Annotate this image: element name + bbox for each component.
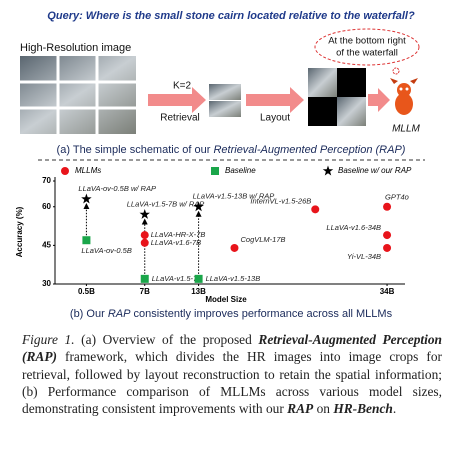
x-tick-label: 7B [140, 287, 150, 296]
x-tick-label: 34B [380, 287, 395, 296]
x-tick-label: 0.5B [78, 287, 95, 296]
point [383, 243, 392, 252]
point-label: LLaVA-HR-X-7B [151, 230, 206, 239]
point [139, 208, 150, 219]
caption-text: RAP [287, 401, 314, 417]
y-axis-label: Accuracy (%) [15, 206, 24, 257]
point-label: LLaVA-v1.6-7B [151, 238, 201, 247]
caption-b: (b) Our RAP consistently improves perfor… [70, 308, 393, 320]
caption-text: (b) Our [70, 308, 108, 320]
point-label: LLaVA-v1.5-7B [152, 274, 202, 283]
point [311, 205, 320, 214]
y-tick-label: 70 [42, 176, 51, 185]
caption-text: (a) Overview of the proposed [74, 332, 259, 347]
point [383, 202, 392, 211]
legend-label: MLLMs [75, 166, 101, 175]
x-tick-label: 13B [191, 287, 206, 296]
crop [209, 84, 241, 100]
point [383, 231, 392, 240]
point [140, 231, 149, 240]
hr-image [20, 56, 136, 134]
query: Query: Where is the small stone cairn lo… [47, 10, 415, 22]
figure-caption: Figure 1. (a) Overview of the proposed R… [22, 331, 442, 417]
legend-marker [322, 165, 334, 176]
answer: of the waterfall [336, 48, 398, 59]
point-label: CogVLM-17B [240, 235, 285, 244]
caption-text: RAP [108, 308, 131, 320]
caption-text: Retrieval-Augmented Perception (RAP) [213, 144, 405, 156]
mllm-label: MLLM [392, 124, 420, 135]
image-label: High-Resolution image [20, 42, 131, 54]
point [193, 201, 204, 212]
x-axis-label: Model Size [205, 295, 247, 304]
mllm-icon [390, 78, 418, 115]
point [81, 193, 92, 204]
caption-text: Retrieval-Augmented Perception (RAP) [22, 332, 443, 365]
caption-a: (a) The simple schematic of our Retrieva… [57, 144, 406, 156]
legend-label: Baseline [225, 166, 256, 175]
caption-text: Figure 1. [22, 332, 75, 347]
bubble-dot [392, 67, 400, 75]
y-tick-label: 45 [42, 240, 51, 249]
caption-text: HR-Bench [333, 401, 393, 417]
retrieval-label: Retrieval [160, 113, 199, 124]
point [140, 274, 149, 283]
figure: Query: Where is the small stone cairn lo… [15, 10, 425, 320]
point [194, 274, 203, 283]
arrow [148, 87, 206, 113]
point [82, 236, 91, 245]
point-label: LLaVA-v1.5-13B w/ RAP [193, 192, 275, 201]
point [230, 243, 239, 252]
point-label: LLaVA-v1.6-34B [326, 223, 381, 232]
speech-bubble [314, 28, 420, 66]
caption-text: (a) The simple schematic of our [57, 144, 214, 156]
crop [209, 101, 241, 117]
layout-label: Layout [260, 113, 290, 124]
point-label: GPT4o [385, 193, 409, 202]
legend-marker [61, 167, 69, 175]
caption-text: consistently improves performance across… [130, 308, 392, 320]
point-label: LLaVA-v1.5-13B [206, 274, 261, 283]
legend-label: Baseline w/ our RAP [338, 166, 412, 175]
y-tick-label: 30 [42, 279, 51, 288]
caption-text: framework, which divides the HR images i… [22, 349, 442, 417]
point [140, 238, 149, 247]
layout-grid [308, 68, 366, 126]
legend-marker [211, 167, 219, 175]
point-label: LLaVA-v1.5-7B w/ RAP [127, 199, 205, 208]
arrow [246, 87, 304, 113]
caption-text: . [392, 401, 397, 417]
k-label: K=2 [173, 81, 192, 92]
arrow [368, 88, 390, 112]
caption-text: on [313, 401, 334, 417]
answer: At the bottom right [328, 36, 406, 47]
y-tick-label: 60 [42, 202, 51, 211]
point-label: Yi-VL-34B [347, 252, 381, 261]
point-label: LLaVA-ov-0.5B w/ RAP [78, 184, 156, 193]
point-label: LLaVA-ov-0.5B [81, 246, 131, 255]
point-label: InternVL-v1.5-26B [250, 196, 311, 205]
